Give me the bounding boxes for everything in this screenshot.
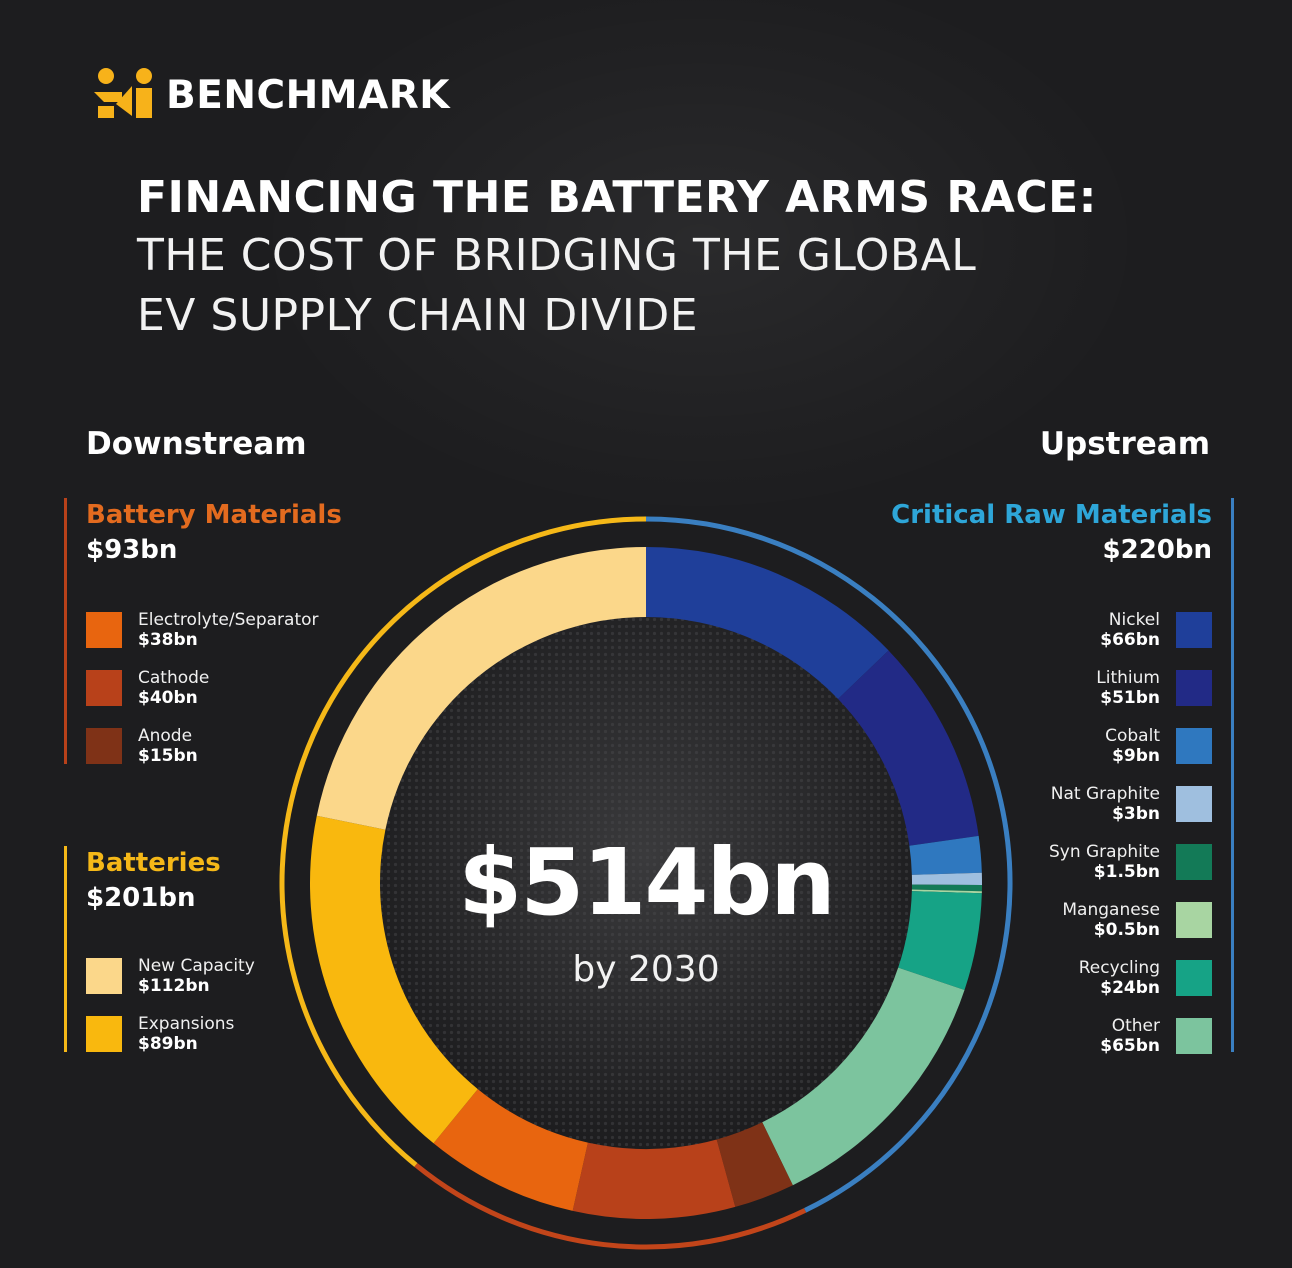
donut-slice-manganese: [911, 889, 982, 894]
donut-slice-cobalt: [909, 835, 982, 875]
title-line-1: FINANCING THE BATTERY ARMS RACE:: [137, 172, 1097, 223]
legend-name: Other: [1111, 1016, 1160, 1036]
group-title: Battery Materials: [86, 500, 342, 530]
benchmark-logo: BENCHMARK: [92, 66, 450, 124]
legend-value: $24bn: [1100, 978, 1160, 998]
title-line-3: EV SUPPLY CHAIN DIVIDE: [137, 290, 699, 341]
legend-value: $66bn: [1100, 630, 1160, 650]
donut-slice-electrolyte-separator: [433, 1089, 588, 1211]
legend-swatch: [86, 1016, 122, 1052]
legend-name: Lithium: [1096, 668, 1160, 688]
group-total: $220bn: [1102, 535, 1212, 565]
legend-value: $38bn: [138, 630, 198, 650]
legend-name: Syn Graphite: [1048, 842, 1160, 862]
donut-slice-nat-graphite: [911, 872, 982, 886]
outer-ring-critical-raw-materials: [645, 516, 1013, 1213]
legend-value: $3bn: [1112, 804, 1160, 824]
brand-name: BENCHMARK: [166, 72, 451, 118]
legend-name: Cathode: [138, 668, 210, 688]
legend-item: Manganese $0.5bn: [912, 900, 1212, 940]
donut-slice-anode: [716, 1122, 793, 1207]
legend-name: Cobalt: [1105, 726, 1160, 746]
group-bar: [1231, 498, 1234, 1052]
legend-swatch: [1176, 612, 1212, 648]
donut-slice-recycling: [898, 891, 982, 990]
legend-item: Nat Graphite $3bn: [912, 784, 1212, 824]
group-bar: [64, 846, 67, 1052]
legend-swatch: [1176, 1018, 1212, 1054]
outer-ring-battery-materials: [414, 1163, 807, 1250]
donut-slice-syn-graphite: [911, 884, 982, 892]
donut-slice-cathode: [572, 1139, 736, 1220]
page-title: FINANCING THE BATTERY ARMS RACE: THE COS…: [137, 170, 1187, 346]
section-downstream: Downstream: [86, 426, 307, 462]
legend-name: Recycling: [1078, 958, 1160, 978]
center-subtitle: by 2030: [572, 949, 720, 990]
donut-slice-expansions: [310, 815, 478, 1144]
legend-name: Nat Graphite: [1050, 784, 1160, 804]
title-line-2: THE COST OF BRIDGING THE GLOBAL: [137, 230, 977, 281]
legend-swatch: [86, 670, 122, 706]
legend-value: $1.5bn: [1093, 862, 1160, 882]
legend-swatch: [1176, 844, 1212, 880]
benchmark-logo-icon: [94, 68, 152, 118]
legend-swatch: [86, 728, 122, 764]
legend-value: $15bn: [138, 746, 198, 766]
legend-swatch: [86, 958, 122, 994]
legend-item: Nickel $66bn: [912, 610, 1212, 650]
legend-item: Lithium $51bn: [912, 668, 1212, 708]
legend-value: $89bn: [138, 1034, 198, 1054]
legend-value: $65bn: [1100, 1036, 1160, 1056]
legend-value: $9bn: [1112, 746, 1160, 766]
legend-name: New Capacity: [138, 956, 255, 976]
legend-value: $0.5bn: [1093, 920, 1160, 940]
legend-group-critical-raw-materials: Critical Raw Materials $220bn Nickel $66…: [860, 498, 1234, 1056]
legend-value: $40bn: [138, 688, 198, 708]
legend-group-battery-materials: Battery Materials $93bn Electrolyte/Sepa…: [64, 498, 384, 766]
section-upstream: Upstream: [1039, 426, 1210, 462]
legend-swatch: [1176, 902, 1212, 938]
legend-name: Nickel: [1108, 610, 1160, 630]
donut-slice-nickel: [646, 547, 889, 699]
legend-group-batteries: Batteries $201bn New Capacity $112bn Exp…: [64, 846, 384, 1054]
donut-slice-lithium: [838, 650, 979, 846]
group-total: $93bn: [86, 535, 178, 565]
legend-swatch: [1176, 786, 1212, 822]
legend-value: $112bn: [138, 976, 210, 996]
group-total: $201bn: [86, 883, 196, 913]
globe-dot-texture: [376, 613, 916, 1153]
legend-name: Expansions: [138, 1014, 235, 1034]
legend-swatch: [86, 612, 122, 648]
legend-value: $51bn: [1100, 688, 1160, 708]
legend-name: Anode: [138, 726, 193, 746]
background-globe-glow: [250, 0, 1150, 520]
group-title: Critical Raw Materials: [891, 500, 1212, 530]
legend-name: Manganese: [1062, 900, 1160, 920]
legend-swatch: [1176, 960, 1212, 996]
group-title: Batteries: [86, 848, 221, 878]
donut-slice-other: [762, 967, 965, 1186]
legend-name: Electrolyte/Separator: [138, 610, 319, 630]
group-bar: [64, 498, 67, 764]
legend-item: Recycling $24bn: [912, 958, 1212, 998]
donut-slice-new-capacity: [316, 547, 646, 830]
legend-item: Syn Graphite $1.5bn: [912, 842, 1212, 882]
legend-item: Other $65bn: [912, 1016, 1212, 1056]
legend-swatch: [1176, 670, 1212, 706]
outer-ring-batteries: [279, 516, 647, 1167]
center-total: $514bn: [458, 829, 835, 936]
legend-swatch: [1176, 728, 1212, 764]
legend-item: Cobalt $9bn: [912, 726, 1212, 766]
